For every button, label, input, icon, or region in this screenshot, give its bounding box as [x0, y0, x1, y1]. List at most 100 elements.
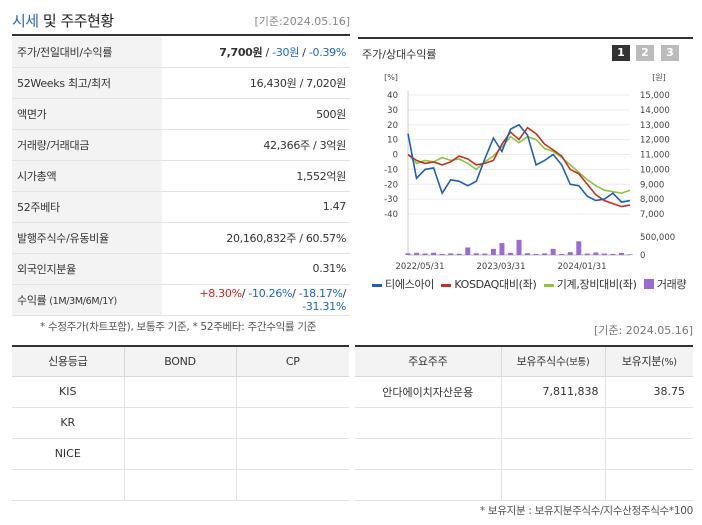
right-tick-label: 9,000 [640, 180, 664, 190]
volume-tick-label: 500,000 [640, 233, 675, 243]
table-header-row: 주요주주 보유주식수(보통) 보유지분(%) [355, 346, 693, 377]
right-tick-label: 10,000 [640, 165, 670, 175]
table-cell: KIS [12, 376, 124, 408]
table-cell [235, 469, 349, 501]
column-header: 신용등급 [12, 346, 124, 377]
volume-bar [601, 253, 607, 255]
period-button-2[interactable]: 2 [636, 45, 654, 61]
table-cell: NICE [12, 438, 124, 470]
table-cell: KR [12, 407, 124, 439]
volume-bar [516, 239, 522, 255]
info-label: 52주베타 [12, 191, 162, 223]
info-row-52weeks: 52Weeks 최고/최저 16,430원 / 7,020원 [12, 67, 350, 100]
shareholders-table: 주요주주 보유주식수(보통) 보유지분(%) 안다에이치자산운용 7,811,83… [355, 345, 693, 501]
series-line-1 [407, 126, 631, 208]
chart-legend: 티에스아이 KOSDAQ대비(좌) 기계,장비대비(좌) 거래량 [372, 277, 698, 293]
footnote-holders: * 보유지분 : 보유지분주식수/지수산정주식수*100 [479, 505, 693, 517]
section-header: 시세 및 주주현황 [기준:2024.05.16] [12, 10, 350, 34]
info-value: 16,430원 / 7,020원 [162, 67, 350, 100]
right-tick-label: 12,000 [640, 136, 670, 146]
info-label: 액면가 [12, 98, 162, 131]
volume-bar [490, 248, 496, 255]
info-value: +8.30%/ -10.26%/ -18.17%/ -31.31% [162, 284, 350, 316]
info-value: 0.31% [162, 253, 350, 285]
volume-bar [618, 252, 624, 255]
table-cell [123, 438, 236, 470]
volume-bar [473, 253, 479, 255]
table-cell [235, 407, 349, 439]
table-cell [12, 469, 124, 501]
left-tick-label: -10 [384, 165, 398, 175]
period-button-3[interactable]: 3 [661, 45, 679, 61]
series-line-0 [407, 123, 631, 203]
table-cell [604, 438, 693, 470]
footnote: * 수정주가(차트포함), 보통주 기준, * 52주베타: 주간수익률 기준 [40, 321, 317, 333]
table-cell [355, 438, 501, 470]
info-row-foreign: 외국인지분율 0.31% [12, 253, 350, 285]
table-row: 안다에이치자산운용 7,811,838 38.75 [355, 376, 693, 408]
table-row [355, 438, 693, 470]
volume-bar [627, 254, 633, 255]
table-cell [355, 407, 501, 439]
volume-bar [414, 252, 420, 255]
volume-bar [431, 252, 437, 255]
table-cell [123, 469, 236, 501]
info-row-price: 주가/전일대비/수익률 7,700원 / -30원 / -0.39% [12, 37, 350, 69]
volume-bar [507, 252, 513, 255]
as-of-date-holders: [기준: 2024.05.16] [593, 324, 693, 337]
column-header: 주요주주 [355, 346, 501, 377]
section-title: 시세 및 주주현황 [12, 12, 114, 30]
info-value: 42,366주 / 3억원 [162, 129, 350, 162]
table-cell [123, 407, 236, 439]
right-tick-label: 8,000 [640, 195, 664, 205]
period-button-1[interactable]: 1 [612, 45, 630, 61]
chart-title: 주가/상대수익률 [362, 48, 437, 61]
left-tick-label: 20 [387, 121, 398, 131]
volume-bar [405, 253, 411, 255]
volume-bar [559, 253, 565, 255]
x-tick-label: 2024/01/31 [558, 262, 607, 272]
info-label: 발행주식수/유동비율 [12, 222, 162, 254]
info-row-returns: 수익률 (1M/3M/6M/1Y) +8.30%/ -10.26%/ -18.1… [12, 284, 350, 316]
table-cell [604, 407, 693, 439]
table-cell [235, 376, 349, 408]
table-cell: 7,811,838 [500, 376, 605, 408]
left-tick-label: -20 [384, 180, 398, 190]
info-row-par: 액면가 500원 [12, 98, 350, 131]
legend-item-sector: 기계,장비대비(좌) [543, 277, 637, 293]
table-row: NICE [12, 438, 349, 470]
info-label: 주가/전일대비/수익률 [12, 37, 162, 69]
left-tick-label: 30 [387, 106, 398, 116]
table-row: KR [12, 407, 349, 439]
table-cell: 안다에이치자산운용 [355, 376, 501, 408]
volume-bar [610, 253, 616, 255]
column-header: BOND [123, 346, 236, 377]
volume-bar [499, 243, 505, 255]
table-cell [235, 438, 349, 470]
volume-bar [448, 253, 454, 255]
volume-bar [550, 248, 556, 255]
info-row-shares: 발행주식수/유동비율 20,160,832주 / 60.57% [12, 222, 350, 254]
as-of-date: [기준:2024.05.16] [254, 15, 350, 28]
table-row: KIS [12, 376, 349, 408]
volume-bar [533, 253, 539, 255]
info-row-market-cap: 시가총액 1,552억원 [12, 160, 350, 192]
info-label: 시가총액 [12, 160, 162, 192]
header-divider [12, 34, 350, 36]
x-tick-label: 2022/05/31 [396, 262, 445, 272]
right-tick-label: 14,000 [640, 106, 670, 116]
table-cell: 38.75 [604, 376, 693, 408]
series-line-2 [407, 135, 631, 195]
right-tick-label: 7,000 [640, 210, 664, 220]
legend-item-kosdaq: KOSDAQ대비(좌) [441, 277, 537, 293]
price-chart: [%] [원] 40 15,000 30 14,000 20 13,000 10 12,000 0 1… [384, 73, 675, 272]
volume-bar [567, 252, 573, 255]
info-row-beta: 52주베타 1.47 [12, 191, 350, 223]
volume-bar [584, 253, 590, 255]
volume-bar [525, 253, 531, 255]
volume-bar [593, 252, 599, 255]
volume-bar [542, 253, 548, 255]
info-label: 수익률 (1M/3M/6M/1Y) [12, 284, 162, 316]
credit-rating-table: 신용등급 BOND CP KIS KR NICE [12, 345, 349, 501]
left-tick-label: 40 [387, 91, 398, 101]
